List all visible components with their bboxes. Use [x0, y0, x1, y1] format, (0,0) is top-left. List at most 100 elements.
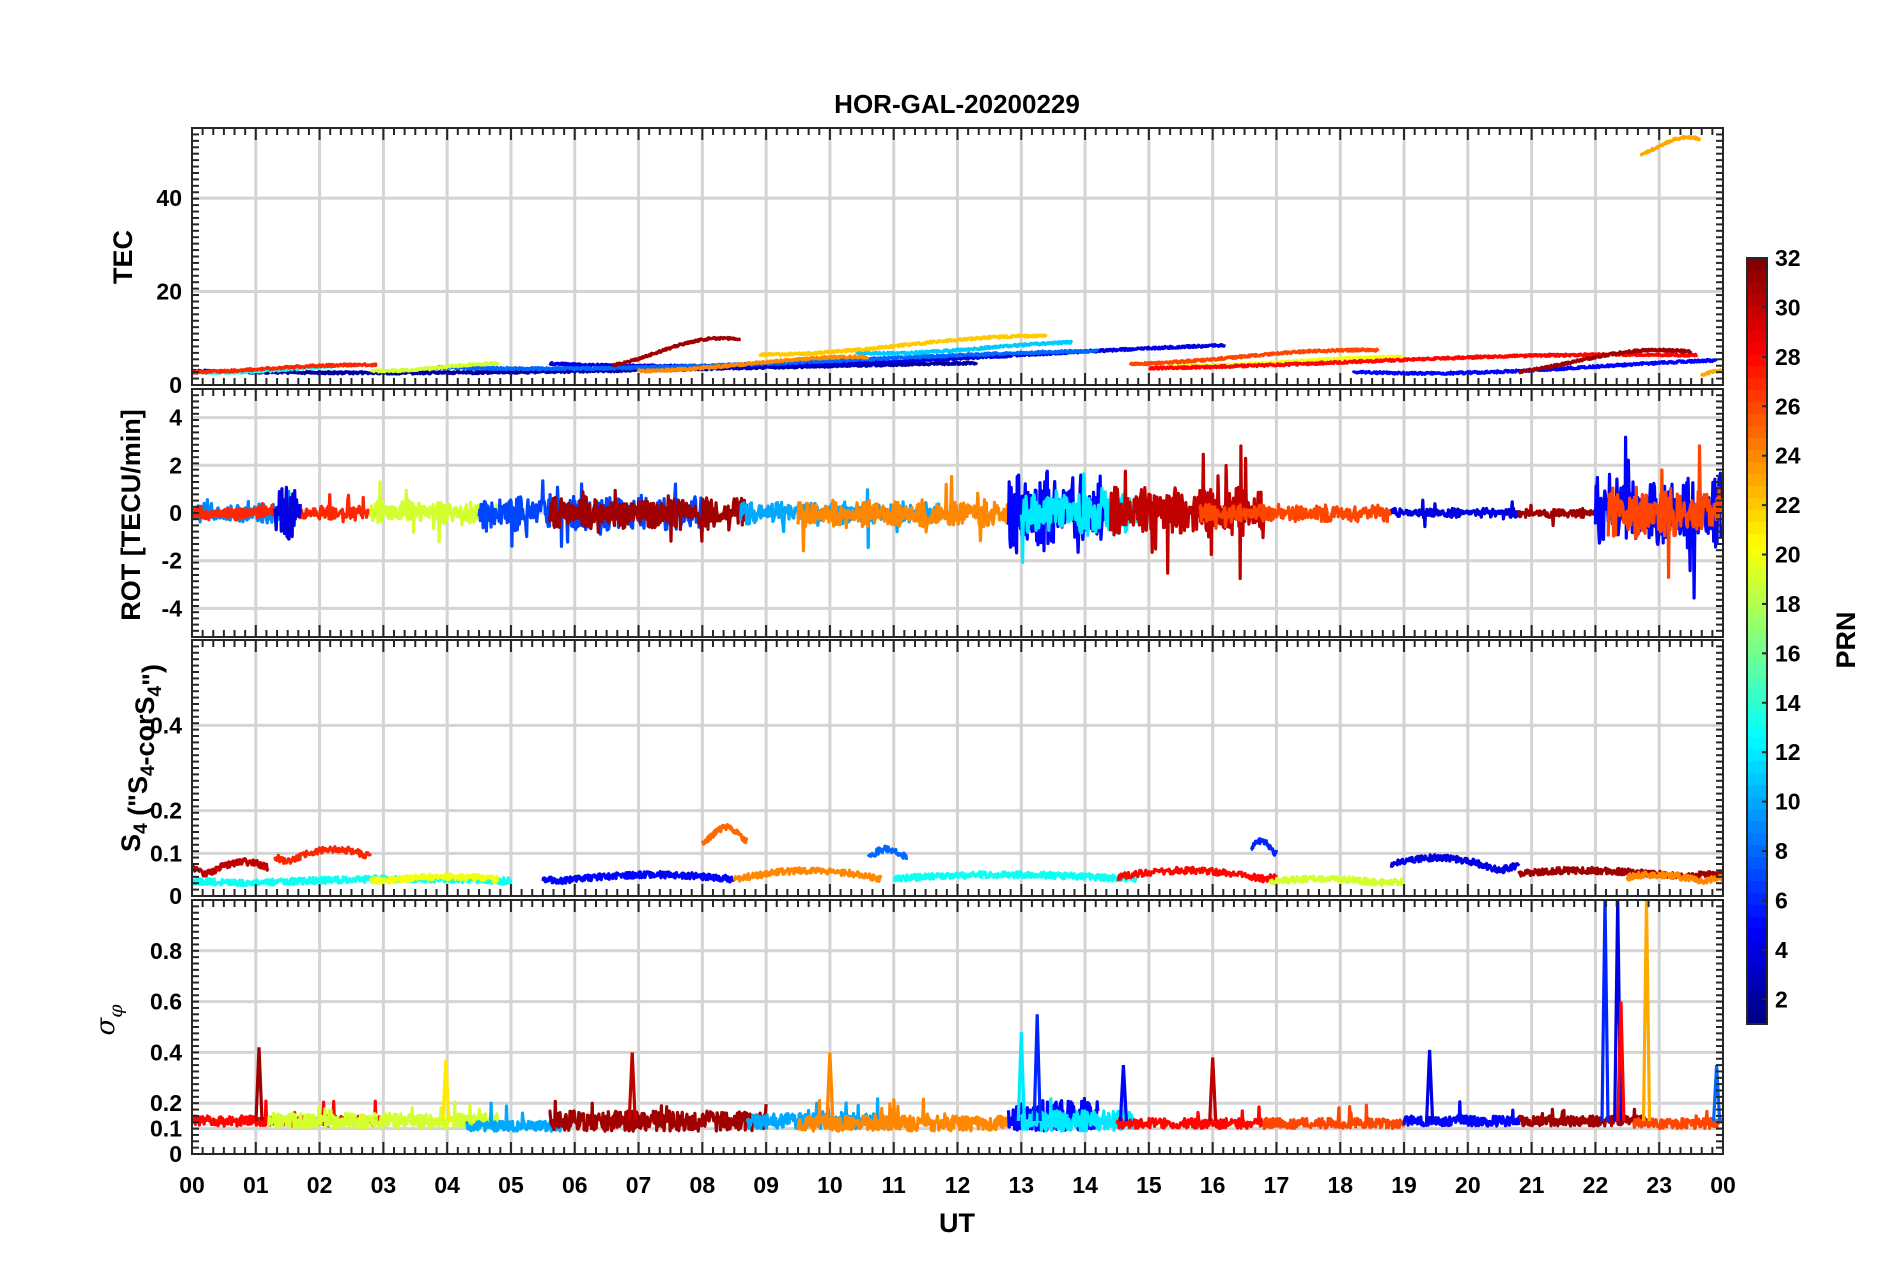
colorbar-swatch — [1747, 652, 1767, 666]
colorbar-tick-label: 32 — [1775, 245, 1801, 271]
x-tick-label: 07 — [626, 1172, 652, 1198]
colorbar-swatch — [1747, 1012, 1767, 1025]
x-tick-label: 09 — [753, 1172, 779, 1198]
colorbar-swatch — [1747, 365, 1767, 379]
colorbar-tick-label: 28 — [1775, 344, 1801, 370]
chart-title: HOR-GAL-20200229 — [834, 89, 1080, 119]
ylabel-s4: S4 ("S4-corS4") — [116, 664, 167, 852]
y-tick-label: 20 — [156, 279, 182, 305]
colorbar-swatch — [1747, 437, 1767, 451]
colorbar-swatch — [1747, 485, 1767, 498]
colorbar-swatch — [1747, 964, 1767, 977]
x-tick-label: 08 — [690, 1172, 716, 1198]
x-tick-label: 00 — [1710, 1172, 1736, 1198]
colorbar-swatch — [1747, 641, 1767, 654]
trace-prn-31 — [547, 488, 749, 543]
colorbar-swatch — [1747, 688, 1767, 702]
spike-prn-6 — [1032, 1014, 1042, 1122]
ylabel-tec: TEC — [108, 230, 138, 284]
spike-prn-8 — [1712, 1065, 1722, 1122]
colorbar-swatch — [1747, 593, 1767, 606]
colorbar-swatch — [1747, 856, 1767, 870]
colorbar-tick-label: 12 — [1775, 739, 1801, 765]
colorbar-swatch — [1747, 916, 1767, 929]
colorbar-swatch — [1747, 329, 1767, 343]
trace-prn-31 — [1517, 1107, 1649, 1128]
colorbar-swatch — [1747, 605, 1767, 618]
y-tick-label: 0.6 — [150, 989, 182, 1015]
x-tick-label: 13 — [1008, 1172, 1034, 1198]
colorbar-tick-label: 6 — [1775, 887, 1788, 913]
x-tick-label: 18 — [1327, 1172, 1353, 1198]
trace-prn-27 — [273, 845, 373, 866]
colorbar-swatch — [1747, 617, 1767, 630]
colorbar-swatch — [1747, 820, 1767, 834]
colorbar-swatch — [1747, 557, 1767, 570]
colorbar-swatch — [1747, 545, 1767, 558]
trace-prn-24 — [796, 1097, 1011, 1133]
spike-prn-23 — [1641, 900, 1652, 1122]
spike-prn-31 — [254, 1047, 264, 1122]
colorbar-tick-label: 18 — [1775, 591, 1801, 617]
colorbar-swatch — [1747, 293, 1767, 307]
trace-prn-31 — [548, 1099, 768, 1133]
x-tick-label: 10 — [817, 1172, 843, 1198]
panel-rot: -4 -2 0 2 4 — [162, 388, 1724, 638]
colorbar-swatch — [1747, 784, 1767, 798]
trace-prn-4 — [273, 485, 302, 541]
y-tick-label: 0 — [169, 500, 182, 526]
trace-prn-24 — [637, 354, 870, 374]
colorbar-swatch — [1747, 401, 1767, 415]
trace-prn-4 — [1389, 853, 1521, 875]
colorbar-swatch — [1747, 976, 1767, 989]
trace-prn-11 — [854, 339, 1074, 356]
trace-prn-25 — [700, 822, 749, 846]
colorbar-swatch — [1747, 868, 1767, 881]
trace-prn-24 — [732, 866, 883, 884]
y-tick-label: 0 — [169, 1141, 182, 1167]
x-tick-label: 04 — [434, 1172, 460, 1198]
colorbar-swatch — [1747, 712, 1767, 726]
trace-prn-31 — [1517, 503, 1597, 528]
panel-sigma: 00.10.2 0.4 0.6 0.8 — [150, 899, 1724, 1167]
spike-prn-5 — [1118, 1065, 1128, 1122]
trace-prn-24 — [796, 475, 1023, 553]
trace-prn-26 — [1632, 1109, 1723, 1131]
colorbar-swatch — [1747, 904, 1767, 917]
colorbar-swatch — [1747, 772, 1767, 786]
trace-prn-31 — [1517, 347, 1693, 375]
y-tick-label: 0.2 — [150, 1090, 182, 1116]
x-tick-label: 00 — [179, 1172, 205, 1198]
y-tick-label: 0.8 — [150, 938, 182, 964]
x-tick-label: 03 — [371, 1172, 397, 1198]
colorbar-swatch — [1747, 533, 1767, 546]
trace-prn-19 — [369, 480, 500, 544]
colorbar-swatch — [1747, 928, 1767, 941]
colorbar-swatch — [1747, 341, 1767, 355]
trace-prn-26 — [1262, 1103, 1406, 1131]
x-tick-label: 19 — [1391, 1172, 1417, 1198]
colorbar-tick-label: 14 — [1775, 690, 1801, 716]
colorbar-swatch — [1747, 748, 1767, 762]
trace-prn-27 — [192, 362, 378, 375]
colorbar-tick-label: 22 — [1775, 492, 1801, 518]
colorbar-swatch — [1747, 461, 1767, 475]
y-tick-label: 0.1 — [150, 1116, 182, 1142]
colorbar-swatch — [1747, 317, 1767, 331]
colorbar-swatch — [1747, 497, 1767, 510]
spike-prn-30 — [627, 1052, 637, 1122]
trace-prn-19 — [267, 1100, 500, 1131]
x-tick-label: 11 — [882, 1172, 907, 1198]
colorbar-swatch — [1747, 425, 1767, 439]
trace-prn-5 — [1402, 1100, 1521, 1128]
colorbar-tick-label: 4 — [1775, 937, 1788, 963]
trace-prn-26 — [1198, 502, 1393, 530]
colorbar-swatch — [1747, 760, 1767, 774]
x-tick-label: 05 — [498, 1172, 524, 1198]
y-tick-label: 0 — [169, 883, 182, 909]
colorbar-swatch — [1747, 832, 1767, 846]
colorbar-swatch — [1747, 736, 1767, 750]
x-tick-label: 01 — [243, 1172, 269, 1198]
